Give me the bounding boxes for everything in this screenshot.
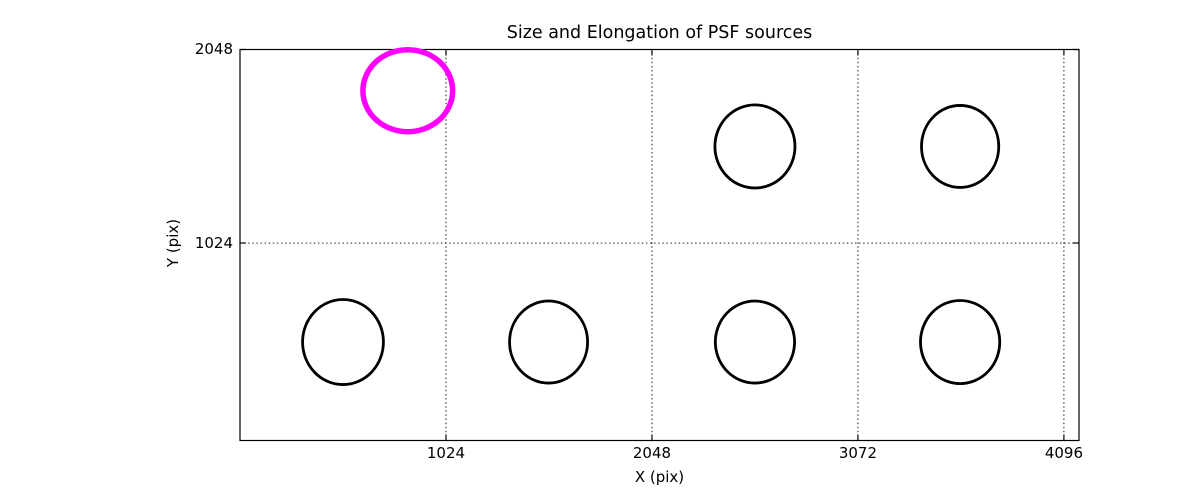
y-tick-label-1024: 1024: [194, 233, 233, 252]
y-tick-label-2048: 2048: [194, 40, 233, 58]
psf-sources-ellipse: [301, 298, 385, 386]
psf-sources-ellipse: [508, 299, 589, 385]
y-axis-label: Y (pix): [164, 218, 182, 268]
highlighted-source-ellipse: [360, 46, 456, 135]
x-axis-label: X (pix): [634, 468, 685, 486]
plot-border: [239, 48, 1080, 442]
psf-sources-ellipse: [920, 104, 1001, 189]
x-tick-label-2048: 2048: [632, 444, 672, 462]
psf-sources-ellipse: [713, 299, 796, 385]
chart-title: Size and Elongation of PSF sources: [506, 23, 813, 43]
x-tick-label-1024: 1024: [426, 444, 466, 462]
x-tick-label-3072: 3072: [838, 444, 878, 462]
psf-sources-ellipse: [713, 103, 797, 190]
psf-sources-ellipse: [919, 299, 1002, 386]
x-tick-label-4096: 4096: [1044, 444, 1083, 462]
